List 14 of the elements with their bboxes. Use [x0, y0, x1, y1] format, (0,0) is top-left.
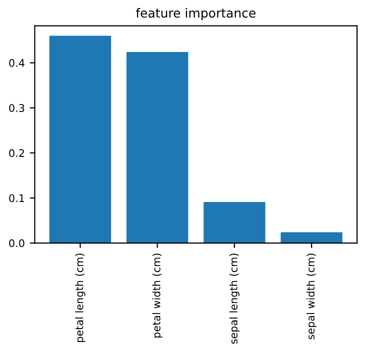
- bar: [49, 36, 112, 244]
- bar: [280, 232, 342, 244]
- x-tick-label: petal width (cm): [152, 254, 162, 338]
- x-tick-label: sepal length (cm): [229, 254, 240, 344]
- bar: [126, 52, 188, 244]
- bar: [204, 202, 266, 244]
- y-tick-label: 0.1: [9, 194, 24, 202]
- y-tick-label: 0.0: [9, 239, 24, 248]
- y-tick-label: 0.2: [9, 149, 24, 158]
- y-tick-label: 0.4: [9, 59, 24, 67]
- y-tick-label: 0.3: [9, 104, 24, 112]
- chart-title: feature importance: [136, 8, 256, 20]
- x-tick-label: sepal width (cm): [306, 254, 317, 340]
- x-tick-label: petal length (cm): [75, 254, 86, 342]
